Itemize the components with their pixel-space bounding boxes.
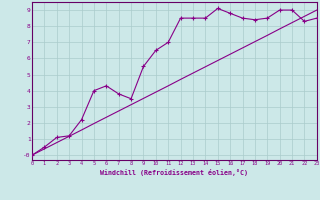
X-axis label: Windchill (Refroidissement éolien,°C): Windchill (Refroidissement éolien,°C): [100, 169, 248, 176]
